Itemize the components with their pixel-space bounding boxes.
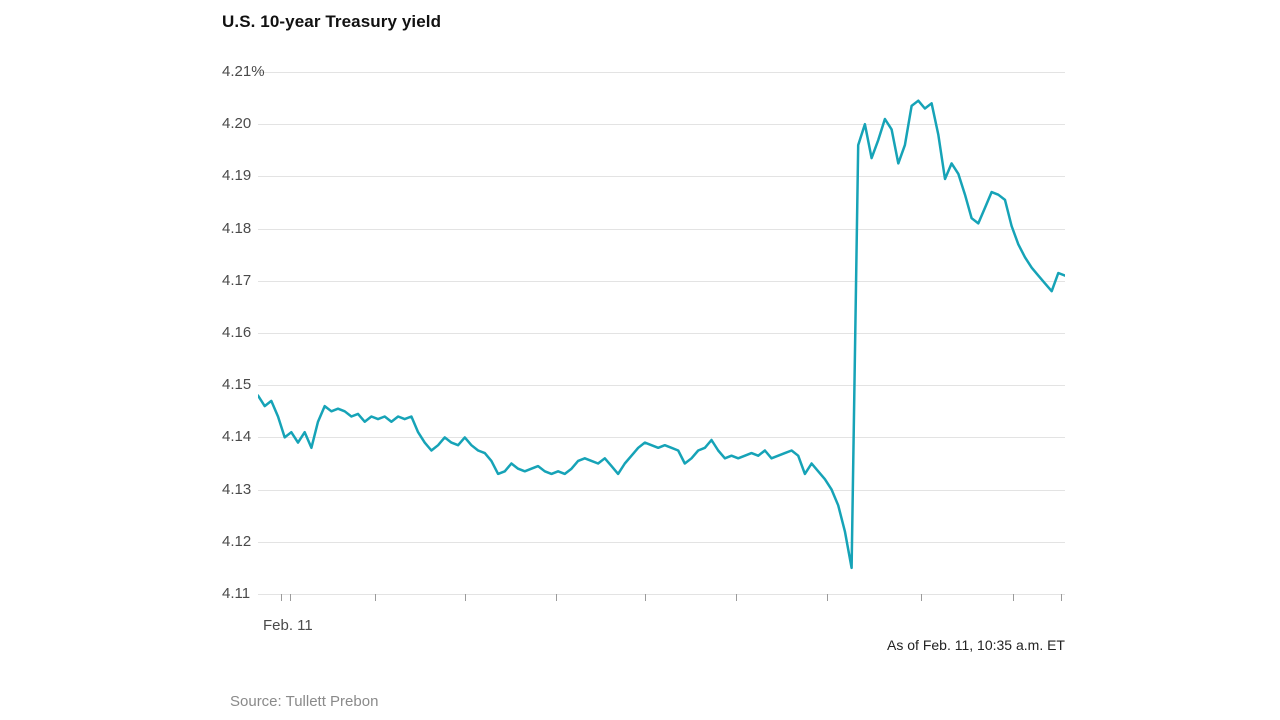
gridline — [258, 385, 1065, 386]
as-of-timestamp: As of Feb. 11, 10:35 a.m. ET — [887, 637, 1065, 653]
x-axis-label: Feb. 11 — [263, 617, 313, 634]
treasury-yield-line — [258, 99, 1065, 570]
y-axis-tick-label: 4.19 — [222, 167, 252, 184]
gridline — [258, 229, 1065, 230]
gridline — [258, 490, 1065, 491]
x-axis-tick — [827, 594, 828, 601]
y-axis-tick-label: 4.12 — [222, 533, 252, 550]
x-axis-tick — [645, 594, 646, 601]
y-axis-tick-label: 4.21% — [222, 63, 265, 80]
x-axis-tick — [736, 594, 737, 601]
source-attribution: Source: Tullett Prebon — [230, 693, 379, 710]
y-axis-tick-label: 4.14 — [222, 428, 252, 445]
gridline — [258, 333, 1065, 334]
x-axis-tick — [290, 594, 291, 601]
gridline — [258, 542, 1065, 543]
chart-title: U.S. 10-year Treasury yield — [222, 12, 442, 31]
gridline — [258, 437, 1065, 438]
gridline — [258, 594, 1065, 595]
y-axis-tick-label: 4.15 — [222, 376, 252, 393]
x-axis-tick — [375, 594, 376, 601]
gridline — [258, 281, 1065, 282]
x-axis-tick — [921, 594, 922, 601]
x-axis-tick — [281, 594, 282, 601]
y-axis-tick-label: 4.11 — [222, 585, 251, 602]
x-axis-tick — [465, 594, 466, 601]
y-axis-tick-label: 4.16 — [222, 324, 252, 341]
x-axis-tick — [1013, 594, 1014, 601]
y-axis-tick-label: 4.17 — [222, 272, 252, 289]
y-axis-tick-label: 4.18 — [222, 220, 252, 237]
yield-line-plot — [258, 99, 1065, 570]
gridline — [258, 176, 1065, 177]
x-axis-tick — [556, 594, 557, 601]
y-axis-tick-label: 4.13 — [222, 481, 252, 498]
y-axis-tick-label: 4.20 — [222, 115, 252, 132]
gridline — [258, 72, 1065, 73]
gridline — [258, 124, 1065, 125]
x-axis-tick — [1061, 594, 1062, 601]
